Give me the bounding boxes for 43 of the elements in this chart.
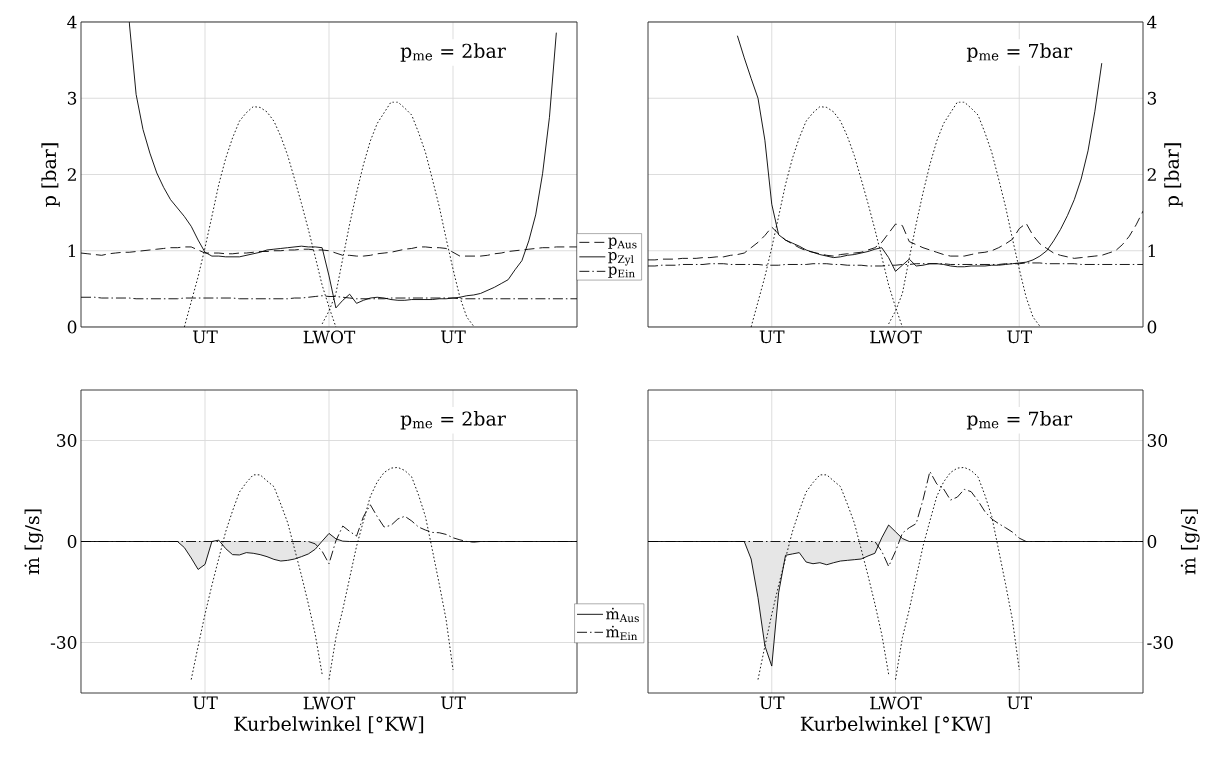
annotation: p$_{me}$ = 2bar <box>400 411 506 430</box>
y-tick-label: 30 <box>1147 434 1168 447</box>
y-axis-title: p [bar] <box>1164 143 1183 207</box>
legend-label: p$_{Ein}$ <box>608 266 635 278</box>
annotation: p$_{me}$ = 2bar <box>400 43 506 62</box>
y-tick-label: -30 <box>1147 636 1173 649</box>
legend-label: p$_{Zyl}$ <box>608 252 634 266</box>
x-axis-title: Kurbelwinkel [°KW] <box>800 716 990 734</box>
legend-label: p$_{Aus}$ <box>608 237 637 249</box>
y-tick-label: 1 <box>1148 244 1155 258</box>
x-tick-label: UT <box>192 696 218 710</box>
x-tick-label: UT <box>759 696 785 710</box>
x-tick-label: LWOT <box>303 330 356 344</box>
legend-label: ṁ$_{Aus}$ <box>606 607 639 623</box>
x-tick-label: LWOT <box>870 330 922 344</box>
x-tick-label: LWOT <box>870 696 922 710</box>
y-tick-label: 2 <box>1147 168 1156 181</box>
y-axis-title: ṁ [g/s] <box>24 509 44 575</box>
y-tick-label: 2 <box>67 168 76 181</box>
y-tick-label: -30 <box>50 636 77 649</box>
y-axis-title: p [bar] <box>41 143 60 207</box>
y-tick-label: 0 <box>67 535 77 548</box>
x-tick-label: LWOT <box>303 696 356 710</box>
x-tick-label: UT <box>1007 330 1032 344</box>
annotation: p$_{me}$ = 7bar <box>966 43 1073 62</box>
x-tick-label: UT <box>759 330 785 344</box>
y-tick-label: 1 <box>68 244 76 258</box>
y-axis-title: ṁ [g/s] <box>1180 509 1200 575</box>
x-tick-label: UT <box>1007 696 1032 710</box>
x-tick-label: UT <box>192 330 218 344</box>
y-tick-label: 0 <box>67 320 77 334</box>
y-tick-label: 0 <box>1147 535 1157 548</box>
y-tick-label: 3 <box>1147 91 1157 105</box>
x-tick-label: UT <box>440 330 466 344</box>
x-axis-title: Kurbelwinkel [°KW] <box>234 716 424 734</box>
annotation: p$_{me}$ = 7bar <box>966 411 1073 430</box>
y-tick-label: 30 <box>57 434 77 447</box>
y-tick-label: 4 <box>67 15 77 29</box>
y-tick-label: 3 <box>67 91 77 105</box>
y-tick-label: 0 <box>1147 320 1157 334</box>
y-tick-label: 4 <box>1147 15 1157 29</box>
legend-label: ṁ$_{Ein}$ <box>606 625 638 641</box>
x-tick-label: UT <box>440 696 466 710</box>
